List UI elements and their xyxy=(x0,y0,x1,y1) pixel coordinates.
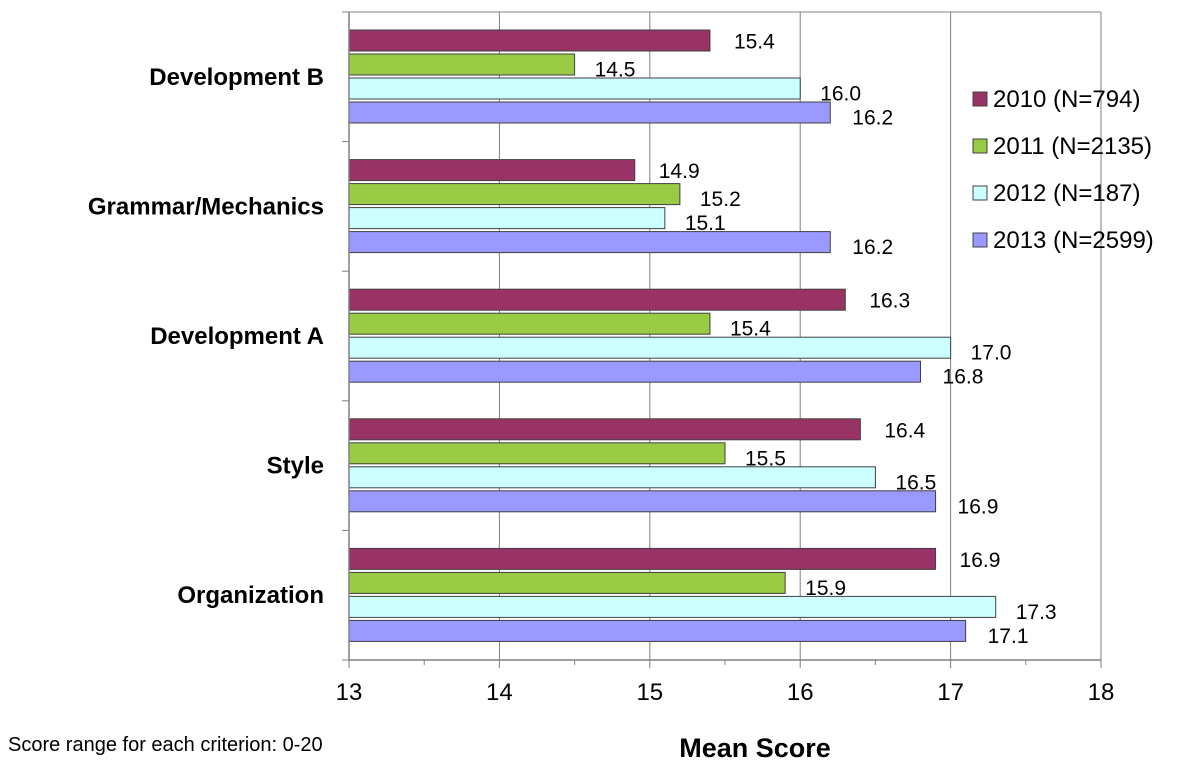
axes xyxy=(342,11,1102,668)
legend-swatch xyxy=(972,232,988,248)
category-label: Development A xyxy=(150,323,324,350)
category-label: Grammar/Mechanics xyxy=(88,193,324,220)
data-label: 17.1 xyxy=(988,625,1029,648)
data-label: 16.2 xyxy=(852,236,893,259)
bar xyxy=(348,183,681,206)
bar xyxy=(348,490,937,513)
bar xyxy=(348,547,937,570)
data-label: 16.3 xyxy=(869,290,910,313)
bar xyxy=(348,619,967,642)
data-label: 14.9 xyxy=(659,160,700,183)
x-tick-label: 17 xyxy=(937,679,964,706)
bar xyxy=(348,101,831,124)
data-label: 15.4 xyxy=(730,318,771,341)
category-labels: Development B Grammar/Mechanics Developmen… xyxy=(88,64,324,609)
data-label: 16.9 xyxy=(960,549,1001,572)
data-label: 15.1 xyxy=(685,212,726,235)
x-tick-label: 16 xyxy=(787,679,814,706)
x-tick-label: 15 xyxy=(636,679,663,706)
legend-swatch xyxy=(972,91,988,107)
footnote: Score range for each criterion: 0-20 xyxy=(8,734,323,756)
bar xyxy=(348,360,922,383)
x-tick-label: 18 xyxy=(1088,679,1115,706)
bar xyxy=(348,159,636,182)
x-axis-title: Mean Score xyxy=(679,733,831,763)
bars xyxy=(348,29,997,642)
bar xyxy=(348,29,711,52)
category-label: Development B xyxy=(149,64,324,91)
legend: 2010 (N=794) 2011 (N=2135) 2012 (N=187) 201… xyxy=(972,86,1154,254)
data-labels: 15.414.516.016.214.915.215.116.216.315.4… xyxy=(595,31,1057,648)
data-label: 15.9 xyxy=(805,577,846,600)
data-label: 17.3 xyxy=(1016,601,1057,624)
bar xyxy=(348,595,997,618)
x-tick-label: 13 xyxy=(336,679,363,706)
data-label: 16.9 xyxy=(958,495,999,518)
legend-swatch xyxy=(972,138,988,154)
bar xyxy=(348,53,576,76)
legend-label: 2010 (N=794) xyxy=(993,86,1140,113)
data-label: 16.2 xyxy=(852,107,893,130)
data-label: 16.4 xyxy=(884,419,925,442)
bar xyxy=(348,336,952,359)
bar xyxy=(348,571,786,594)
bar xyxy=(348,442,726,465)
category-label: Style xyxy=(267,453,324,480)
data-label: 15.2 xyxy=(700,188,741,211)
data-label: 14.5 xyxy=(595,59,636,82)
data-label: 16.0 xyxy=(820,83,861,106)
data-label: 17.0 xyxy=(971,342,1012,365)
legend-label: 2012 (N=187) xyxy=(993,180,1140,207)
x-tick-labels: 13 14 15 16 17 18 xyxy=(336,679,1115,706)
bar xyxy=(348,288,846,311)
bar xyxy=(348,77,801,100)
data-label: 15.4 xyxy=(734,31,775,54)
bar xyxy=(348,207,666,230)
data-label: 16.5 xyxy=(895,471,936,494)
bar xyxy=(348,231,831,254)
bar xyxy=(348,312,711,335)
category-label: Organization xyxy=(177,582,324,609)
legend-label: 2013 (N=2599) xyxy=(993,227,1154,254)
data-label: 16.8 xyxy=(943,366,984,389)
legend-swatch xyxy=(972,185,988,201)
bar xyxy=(348,466,876,489)
legend-label: 2011 (N=2135) xyxy=(993,133,1152,160)
x-tick-label: 14 xyxy=(486,679,513,706)
bar xyxy=(348,418,861,441)
data-label: 15.5 xyxy=(745,447,786,470)
